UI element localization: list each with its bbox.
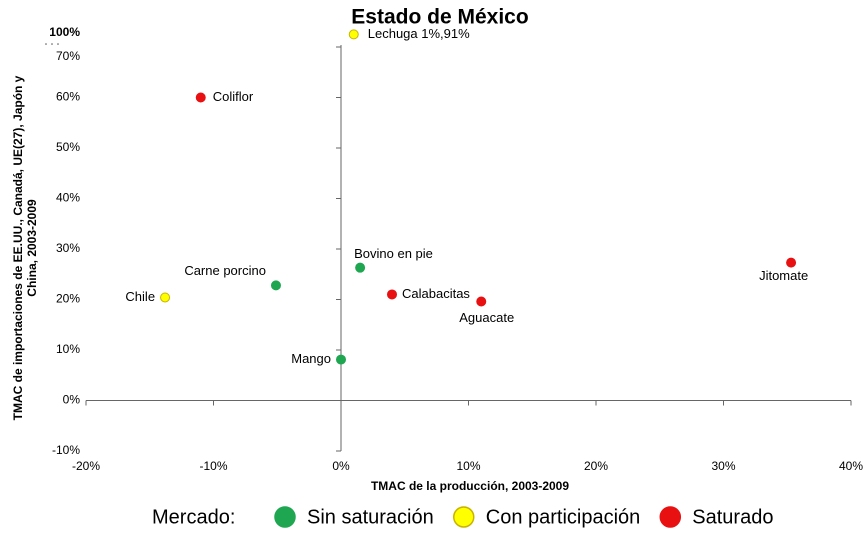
axis-break-dot [51, 43, 53, 45]
y-tick-label: -10% [52, 443, 80, 457]
x-tick-label: 0% [332, 459, 350, 473]
y-tick-label: 50% [56, 140, 80, 154]
legend-marker [274, 506, 296, 528]
point [786, 257, 797, 268]
legend-label: Con participación [486, 506, 641, 528]
legend-marker [453, 506, 475, 528]
legend-label: Sin saturación [307, 506, 434, 528]
point [348, 29, 359, 40]
x-axis-label: TMAC de la producción, 2003-2009 [371, 479, 569, 493]
point-label: Calabacitas [402, 286, 470, 301]
point-label: Coliflor [213, 89, 254, 104]
y-tick-label: 30% [56, 241, 80, 255]
y-tick-label: 60% [56, 90, 80, 104]
point-label: Lechuga 1%,91% [368, 26, 470, 41]
y-axis-label-line: TMAC de importaciones de EE.UU., Canadá,… [11, 75, 25, 420]
point-label: Carne porcino [184, 263, 266, 278]
point [387, 289, 397, 300]
y-tick-label: 10% [56, 342, 80, 356]
point [355, 262, 366, 273]
point [195, 92, 206, 103]
x-tick-label: 30% [711, 459, 735, 473]
axis-break-dot [45, 43, 47, 45]
x-tick-label: 40% [839, 459, 863, 473]
y-axis-label-line: China, 2003-2009 [25, 199, 39, 297]
axis-break-dot [57, 43, 59, 45]
y-tick-label: 20% [56, 292, 80, 306]
legend-title: Mercado: [152, 506, 235, 528]
legend: Mercado: Sin saturación Con participación S… [152, 506, 773, 528]
y-tick-label: 100% [49, 25, 80, 39]
point [336, 354, 346, 365]
y-tick-label: 70% [56, 49, 80, 63]
point-label: Mango [291, 351, 331, 366]
x-tick-label: -10% [199, 459, 227, 473]
legend-label: Saturado [692, 506, 773, 528]
y-tick-label: 0% [63, 393, 81, 407]
y-tick-label: 40% [56, 191, 80, 205]
point-label: Jitomate [759, 268, 808, 283]
x-tick-label: 10% [456, 459, 480, 473]
x-tick-label: 20% [584, 459, 608, 473]
y-axis-label: TMAC de importaciones de EE.UU., Canadá,… [11, 75, 39, 420]
legend-marker [659, 506, 682, 528]
chart-title: Estado de México [351, 6, 528, 29]
point-label: Bovino en pie [354, 246, 433, 261]
point-label: Aguacate [459, 310, 514, 325]
x-tick-label: -20% [72, 459, 100, 473]
point [270, 280, 281, 291]
point [160, 292, 171, 303]
point-label: Chile [125, 289, 155, 304]
point [476, 296, 487, 307]
